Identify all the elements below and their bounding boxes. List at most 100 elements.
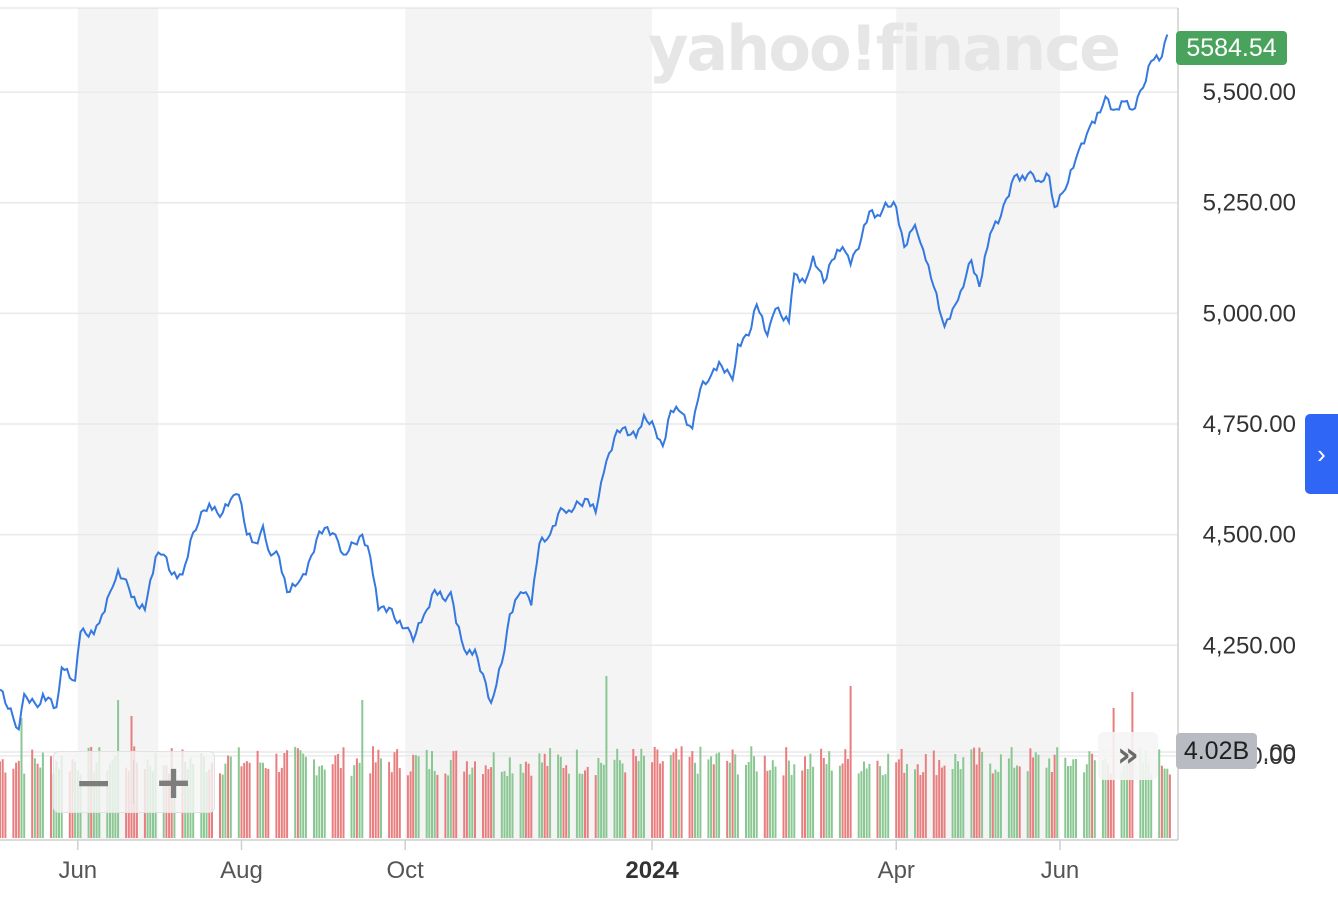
volume-bar <box>938 759 941 838</box>
volume-bar <box>237 747 240 838</box>
volume-bar <box>406 775 409 838</box>
y-tick-label: 4,500.00 <box>1203 522 1296 549</box>
volume-bar <box>1109 773 1112 838</box>
volume-bar <box>621 763 624 838</box>
volume-bar <box>331 764 334 838</box>
volume-bar <box>865 768 868 838</box>
volume-bar <box>785 747 788 838</box>
volume-bar <box>790 774 793 838</box>
volume-bar <box>1163 768 1166 838</box>
volume-bar <box>396 749 399 838</box>
volume-bar <box>355 758 358 838</box>
volume-bar <box>31 749 34 838</box>
zoom-out-button[interactable]: − <box>74 755 113 809</box>
volume-bar <box>656 749 659 838</box>
volume-bar <box>841 763 844 838</box>
volume-bar <box>1150 773 1153 838</box>
volume-bar <box>769 770 772 838</box>
volume-bar <box>970 749 973 838</box>
volume-bar <box>484 765 487 838</box>
volume-bar <box>672 752 675 838</box>
volume-bar <box>935 775 938 838</box>
volume-bar <box>643 755 645 838</box>
volume-bar <box>659 763 662 838</box>
volume-bar <box>575 749 578 838</box>
volume-bar <box>975 764 978 838</box>
volume-bar <box>707 759 710 838</box>
volume-bar <box>227 755 230 838</box>
volume-bar <box>506 776 509 838</box>
volume-bar <box>567 773 570 838</box>
volume-bar <box>1158 749 1161 838</box>
volume-bar <box>243 762 246 838</box>
volume-bar <box>900 749 903 838</box>
volume-bar <box>559 756 562 838</box>
volume-bar <box>881 775 884 838</box>
volume-bar <box>916 764 919 838</box>
volume-bar <box>565 765 568 838</box>
volume-bar <box>618 760 621 838</box>
volume-bar <box>358 762 361 838</box>
volume-bar <box>688 756 691 838</box>
volume-bar <box>997 772 1000 838</box>
volume-bar <box>994 769 997 838</box>
volume-bar <box>500 771 503 838</box>
volume-bar <box>669 754 672 838</box>
volume-bar <box>876 760 879 838</box>
volume-bar <box>1168 774 1171 838</box>
volume-bar <box>1072 759 1075 838</box>
scroll-to-latest-button[interactable]: » <box>1098 732 1158 780</box>
volume-bar <box>959 769 962 838</box>
volume-bar <box>766 770 769 838</box>
volume-bar <box>691 751 694 838</box>
volume-bar <box>1104 757 1107 838</box>
volume-bar <box>39 767 42 838</box>
zoom-in-button[interactable]: + <box>154 755 193 809</box>
volume-bar <box>487 769 490 838</box>
volume-bar <box>661 761 664 838</box>
volume-bar <box>474 761 476 838</box>
volume-bar <box>806 769 809 838</box>
side-panel-toggle-button[interactable]: › <box>1305 414 1338 494</box>
volume-bar <box>393 752 396 838</box>
volume-bar <box>224 763 227 838</box>
volume-bar <box>640 748 643 838</box>
volume-bar <box>849 686 852 838</box>
volume-bar <box>677 759 680 838</box>
volume-bar <box>940 767 943 838</box>
volume-bar <box>428 769 431 838</box>
volume-bar <box>771 760 774 838</box>
volume-bar <box>675 748 678 838</box>
volume-bar <box>417 756 420 838</box>
volume-bar <box>680 746 683 838</box>
volume-bar <box>594 775 597 838</box>
volume-bar <box>245 761 248 838</box>
volume-bar <box>718 752 721 838</box>
volume-bar <box>313 759 315 838</box>
volume-bar <box>267 768 270 838</box>
volume-bar <box>1088 751 1091 838</box>
volume-bar <box>906 763 908 838</box>
volume-bar <box>283 753 286 838</box>
volume-bar <box>1067 766 1069 838</box>
volume-bar <box>951 769 954 838</box>
volume-bar <box>747 762 750 838</box>
volume-bar <box>482 774 484 838</box>
volume-bar <box>1142 762 1145 838</box>
volume-bar <box>219 773 221 838</box>
volume-bar <box>23 773 26 838</box>
x-tick-label: Oct <box>387 857 425 884</box>
volume-bar <box>503 771 506 838</box>
volume-bar <box>286 750 289 838</box>
volume-bar <box>302 753 305 838</box>
volume-bar <box>17 760 20 838</box>
volume-bar <box>248 762 251 838</box>
volume-bar <box>846 758 849 838</box>
volume-bar <box>374 762 377 838</box>
volume-bar <box>895 762 898 838</box>
volume-bar <box>750 746 753 838</box>
volume-bar <box>787 760 790 838</box>
last-price-badge: 5584.54 <box>1176 31 1287 65</box>
volume-bar <box>557 754 560 838</box>
volume-bar <box>1032 757 1035 838</box>
